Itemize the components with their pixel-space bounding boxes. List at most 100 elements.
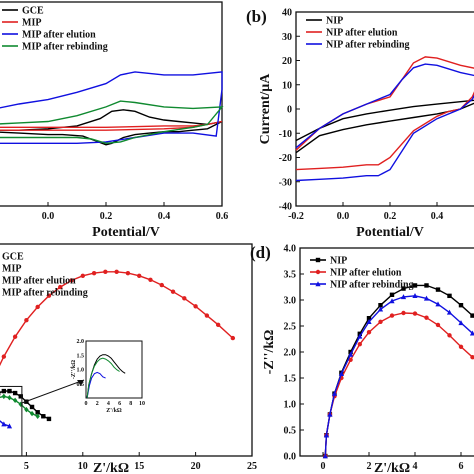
data-point: [323, 432, 330, 438]
data-point: [24, 406, 29, 413]
series-line: [295, 56, 474, 171]
data-point: [378, 319, 383, 325]
series-mip-after-rebinding: [0, 100, 224, 145]
data-point: [400, 294, 407, 300]
data-point: [458, 344, 464, 349]
series-line: [324, 312, 474, 457]
inset-series-line: [86, 357, 120, 399]
series-line: [0, 100, 224, 145]
legend-entry: NIP after rebinding: [326, 40, 410, 51]
inset-y-tick-label: 2.0: [77, 339, 85, 345]
data-point: [389, 298, 395, 304]
data-point: [58, 284, 63, 290]
series-mip-after-rebinding: [0, 393, 40, 419]
x-tick-label: 4: [413, 461, 418, 472]
legend-entry: MIP after elution: [22, 30, 96, 41]
series-mip-after-elution: [0, 71, 223, 145]
data-point: [389, 313, 395, 318]
inset-x-tick-label: 8: [129, 401, 132, 407]
data-point: [348, 351, 354, 357]
data-point: [170, 289, 176, 294]
data-point: [447, 293, 452, 299]
inset-x-axis-label: Z'/kΩ: [106, 408, 122, 414]
data-point: [35, 410, 40, 415]
series-line: [0, 71, 223, 145]
x-tick-label: 5: [24, 461, 29, 472]
data-point: [331, 390, 338, 396]
x-tick-label: 0.0: [42, 211, 55, 222]
data-point: [69, 278, 74, 283]
inset-x-tick-label: 0: [85, 401, 88, 407]
series-gce: [0, 388, 52, 422]
inset-y-axis-label: -Z''/kΩ: [71, 360, 77, 379]
data-point: [29, 410, 35, 417]
y-tick-label: 3.5: [284, 270, 297, 281]
data-point: [435, 301, 441, 307]
data-point: [12, 397, 18, 404]
zoom-arrow-head: [77, 380, 84, 386]
panel-label: (b): [246, 7, 267, 26]
data-point: [41, 414, 46, 419]
data-point: [6, 423, 13, 429]
y-tick-label: 20: [282, 56, 292, 67]
zoom-box: [0, 385, 23, 457]
data-point: [348, 357, 353, 362]
data-point: [435, 322, 441, 328]
y-tick-label: 2.0: [284, 348, 297, 359]
data-point: [159, 282, 164, 288]
data-point: [357, 333, 363, 339]
data-point: [412, 293, 418, 299]
data-point: [412, 311, 418, 316]
legend-marker: [315, 281, 321, 287]
series-mip-after-elution: [0, 420, 13, 429]
data-point: [366, 319, 372, 325]
y-tick-label: 40: [282, 8, 292, 19]
chart-panel-b: -0.2 0.0 0.2 0.4 -40 -30 -20 -10 0 10 20 30 40 Potent…: [246, 7, 474, 240]
data-point: [230, 335, 236, 341]
data-point: [114, 269, 119, 275]
data-point: [469, 330, 474, 336]
panel-label: (d): [250, 243, 271, 262]
data-point: [366, 330, 372, 335]
inset-y-tick-label: 1.0: [77, 368, 85, 374]
data-point: [458, 320, 464, 326]
y-tick-label: -10: [279, 129, 292, 140]
x-tick-label: 0.4: [158, 211, 171, 222]
data-point: [204, 313, 210, 318]
x-tick-label: 0.2: [100, 211, 113, 222]
y-tick-label: 0.5: [284, 426, 297, 437]
x-tick-label: 6: [459, 461, 464, 472]
data-point: [470, 355, 474, 360]
data-point: [193, 304, 198, 309]
data-point: [412, 283, 418, 288]
legend-entry: MIP after elution: [2, 276, 76, 287]
x-tick-label: 10: [78, 461, 88, 472]
y-tick-label: 30: [282, 32, 292, 43]
data-point: [91, 270, 97, 276]
series-line: [324, 284, 474, 457]
legend-entry: MIP after rebinding: [22, 42, 108, 53]
x-tick-label: 0: [321, 461, 326, 472]
series-nip-after-elution: [295, 56, 474, 171]
x-axis-label: Z'/kΩ: [93, 461, 129, 474]
inset-plot: 02468100.51.01.52.0Z'/kΩ-Z''/kΩ: [0, 339, 145, 457]
y-tick-label: 1.5: [284, 374, 297, 385]
data-point: [423, 295, 430, 301]
data-point: [447, 333, 452, 338]
y-tick-label: 3.0: [284, 296, 297, 307]
data-point: [12, 390, 18, 396]
series-mip: [0, 269, 236, 367]
y-tick-label: -30: [279, 177, 292, 188]
series-line: [0, 120, 223, 131]
data-point: [29, 404, 35, 410]
y-axis-label: Current/μA: [258, 73, 273, 145]
plot-frame: [0, 243, 253, 457]
legend-entry: NIP: [330, 256, 347, 267]
data-point: [35, 304, 40, 310]
data-point: [366, 316, 372, 321]
data-point: [424, 315, 429, 320]
x-tick-label: 0.0: [337, 211, 350, 222]
x-tick-label: 0.4: [431, 211, 444, 222]
